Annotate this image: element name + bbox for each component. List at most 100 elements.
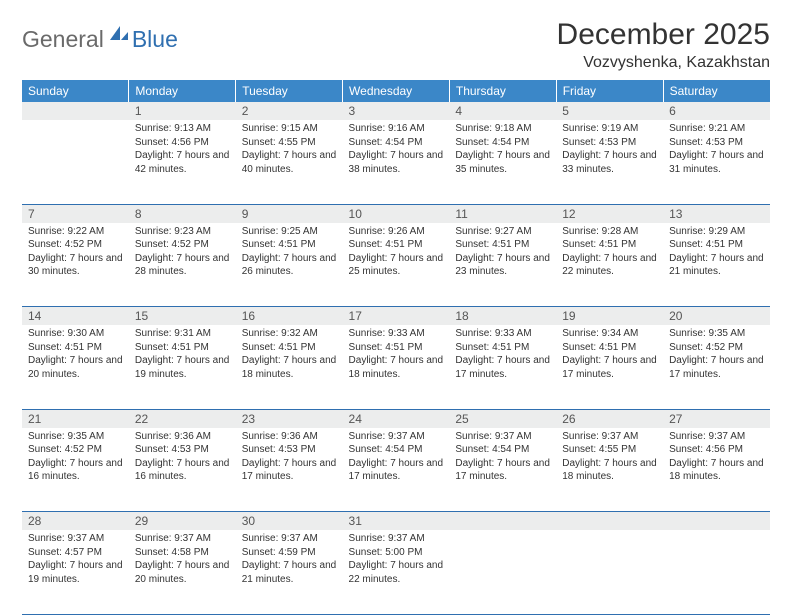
sunset-line: Sunset: 4:57 PM [28, 546, 123, 560]
day-cell-content: Sunrise: 9:33 AMSunset: 4:51 PMDaylight:… [343, 325, 450, 385]
logo-sail-icon [108, 24, 130, 42]
weekday-header: Saturday [663, 80, 770, 102]
day-cell: Sunrise: 9:36 AMSunset: 4:53 PMDaylight:… [129, 428, 236, 512]
sunrise-line: Sunrise: 9:37 AM [28, 532, 123, 546]
daylight-line: Daylight: 7 hours and 31 minutes. [669, 149, 764, 176]
daylight-line: Daylight: 7 hours and 30 minutes. [28, 252, 123, 279]
sunset-line: Sunset: 4:55 PM [242, 136, 337, 150]
sunrise-line: Sunrise: 9:23 AM [135, 225, 230, 239]
sunset-line: Sunset: 4:53 PM [562, 136, 657, 150]
daylight-line: Daylight: 7 hours and 16 minutes. [135, 457, 230, 484]
day-cell-content: Sunrise: 9:21 AMSunset: 4:53 PMDaylight:… [663, 120, 770, 180]
day-cell-content: Sunrise: 9:37 AMSunset: 4:55 PMDaylight:… [556, 428, 663, 488]
sunrise-line: Sunrise: 9:19 AM [562, 122, 657, 136]
sunset-line: Sunset: 4:51 PM [669, 238, 764, 252]
month-title: December 2025 [557, 18, 770, 52]
day-cell-content: Sunrise: 9:28 AMSunset: 4:51 PMDaylight:… [556, 223, 663, 283]
day-number-row: 21222324252627 [22, 409, 770, 428]
day-number-cell [22, 102, 129, 120]
logo-text-blue: Blue [132, 26, 178, 53]
location: Vozvyshenka, Kazakhstan [557, 54, 770, 72]
weekday-header: Thursday [449, 80, 556, 102]
daylight-line: Daylight: 7 hours and 21 minutes. [242, 559, 337, 586]
sunrise-line: Sunrise: 9:37 AM [349, 532, 444, 546]
day-cell: Sunrise: 9:29 AMSunset: 4:51 PMDaylight:… [663, 223, 770, 307]
day-cell-content: Sunrise: 9:36 AMSunset: 4:53 PMDaylight:… [129, 428, 236, 488]
sunset-line: Sunset: 4:58 PM [135, 546, 230, 560]
daylight-line: Daylight: 7 hours and 20 minutes. [135, 559, 230, 586]
sunrise-line: Sunrise: 9:35 AM [28, 430, 123, 444]
day-cell-content: Sunrise: 9:18 AMSunset: 4:54 PMDaylight:… [449, 120, 556, 180]
day-number-cell: 13 [663, 204, 770, 223]
day-cell-content: Sunrise: 9:19 AMSunset: 4:53 PMDaylight:… [556, 120, 663, 180]
day-cell-content: Sunrise: 9:37 AMSunset: 5:00 PMDaylight:… [343, 530, 450, 590]
weekday-header: Monday [129, 80, 236, 102]
day-cell-content: Sunrise: 9:37 AMSunset: 4:57 PMDaylight:… [22, 530, 129, 590]
sunrise-line: Sunrise: 9:29 AM [669, 225, 764, 239]
sunrise-line: Sunrise: 9:31 AM [135, 327, 230, 341]
day-number-cell [556, 512, 663, 531]
day-cell: Sunrise: 9:35 AMSunset: 4:52 PMDaylight:… [22, 428, 129, 512]
day-cell: Sunrise: 9:37 AMSunset: 4:54 PMDaylight:… [449, 428, 556, 512]
daylight-line: Daylight: 7 hours and 18 minutes. [562, 457, 657, 484]
day-number-cell: 14 [22, 307, 129, 326]
day-number-cell: 25 [449, 409, 556, 428]
sunset-line: Sunset: 4:51 PM [562, 238, 657, 252]
day-number-cell: 23 [236, 409, 343, 428]
daylight-line: Daylight: 7 hours and 21 minutes. [669, 252, 764, 279]
sunrise-line: Sunrise: 9:33 AM [349, 327, 444, 341]
sunrise-line: Sunrise: 9:37 AM [349, 430, 444, 444]
weekday-header: Tuesday [236, 80, 343, 102]
daylight-line: Daylight: 7 hours and 17 minutes. [349, 457, 444, 484]
day-cell: Sunrise: 9:15 AMSunset: 4:55 PMDaylight:… [236, 120, 343, 204]
day-number-cell: 27 [663, 409, 770, 428]
day-number-cell: 30 [236, 512, 343, 531]
day-cell [449, 530, 556, 614]
day-cell: Sunrise: 9:37 AMSunset: 4:56 PMDaylight:… [663, 428, 770, 512]
day-number-cell: 31 [343, 512, 450, 531]
day-cell-content: Sunrise: 9:35 AMSunset: 4:52 PMDaylight:… [22, 428, 129, 488]
week-content-row: Sunrise: 9:13 AMSunset: 4:56 PMDaylight:… [22, 120, 770, 204]
weekday-header: Friday [556, 80, 663, 102]
day-cell-content: Sunrise: 9:30 AMSunset: 4:51 PMDaylight:… [22, 325, 129, 385]
sunset-line: Sunset: 4:54 PM [455, 443, 550, 457]
day-cell-content: Sunrise: 9:16 AMSunset: 4:54 PMDaylight:… [343, 120, 450, 180]
sunrise-line: Sunrise: 9:30 AM [28, 327, 123, 341]
day-cell [556, 530, 663, 614]
sunrise-line: Sunrise: 9:21 AM [669, 122, 764, 136]
day-cell: Sunrise: 9:22 AMSunset: 4:52 PMDaylight:… [22, 223, 129, 307]
day-cell: Sunrise: 9:19 AMSunset: 4:53 PMDaylight:… [556, 120, 663, 204]
day-cell-content: Sunrise: 9:37 AMSunset: 4:59 PMDaylight:… [236, 530, 343, 590]
header: General Blue December 2025 Vozvyshenka, … [22, 18, 770, 72]
day-number-cell: 20 [663, 307, 770, 326]
daylight-line: Daylight: 7 hours and 17 minutes. [669, 354, 764, 381]
day-number-cell [663, 512, 770, 531]
day-cell-content: Sunrise: 9:37 AMSunset: 4:54 PMDaylight:… [343, 428, 450, 488]
sunset-line: Sunset: 5:00 PM [349, 546, 444, 560]
day-cell-content: Sunrise: 9:37 AMSunset: 4:54 PMDaylight:… [449, 428, 556, 488]
sunset-line: Sunset: 4:54 PM [349, 443, 444, 457]
day-number-cell: 26 [556, 409, 663, 428]
day-cell-content: Sunrise: 9:37 AMSunset: 4:58 PMDaylight:… [129, 530, 236, 590]
day-cell: Sunrise: 9:33 AMSunset: 4:51 PMDaylight:… [449, 325, 556, 409]
sunset-line: Sunset: 4:51 PM [28, 341, 123, 355]
daylight-line: Daylight: 7 hours and 33 minutes. [562, 149, 657, 176]
daylight-line: Daylight: 7 hours and 23 minutes. [455, 252, 550, 279]
sunrise-line: Sunrise: 9:33 AM [455, 327, 550, 341]
daylight-line: Daylight: 7 hours and 17 minutes. [455, 354, 550, 381]
week-content-row: Sunrise: 9:37 AMSunset: 4:57 PMDaylight:… [22, 530, 770, 614]
daylight-line: Daylight: 7 hours and 22 minutes. [562, 252, 657, 279]
sunset-line: Sunset: 4:54 PM [455, 136, 550, 150]
day-cell: Sunrise: 9:37 AMSunset: 4:57 PMDaylight:… [22, 530, 129, 614]
day-cell: Sunrise: 9:35 AMSunset: 4:52 PMDaylight:… [663, 325, 770, 409]
day-number-row: 123456 [22, 102, 770, 120]
sunset-line: Sunset: 4:51 PM [135, 341, 230, 355]
day-number-cell: 15 [129, 307, 236, 326]
day-number-cell: 28 [22, 512, 129, 531]
sunrise-line: Sunrise: 9:37 AM [455, 430, 550, 444]
weekday-header: Sunday [22, 80, 129, 102]
day-cell: Sunrise: 9:37 AMSunset: 4:59 PMDaylight:… [236, 530, 343, 614]
daylight-line: Daylight: 7 hours and 19 minutes. [135, 354, 230, 381]
day-cell-content: Sunrise: 9:27 AMSunset: 4:51 PMDaylight:… [449, 223, 556, 283]
day-cell: Sunrise: 9:26 AMSunset: 4:51 PMDaylight:… [343, 223, 450, 307]
